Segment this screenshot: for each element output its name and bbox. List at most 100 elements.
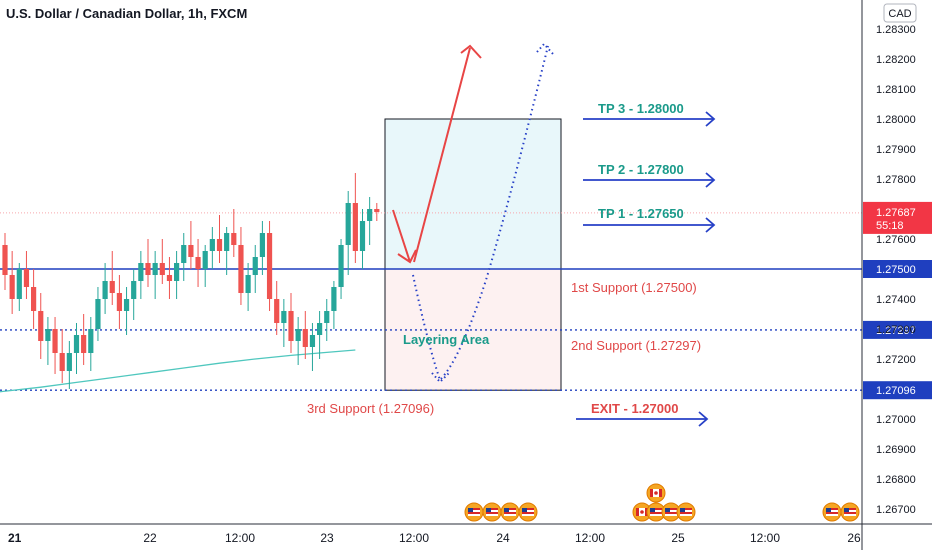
time-tick: 21 [8, 531, 22, 545]
level-price-label: 1.27297 [876, 325, 916, 337]
tp2-arrow-head [705, 172, 716, 188]
candle-body [88, 329, 94, 353]
support2-label: 2nd Support (1.27297) [571, 338, 701, 353]
candle-body [345, 203, 351, 245]
price-tick: 1.27900 [876, 144, 916, 156]
candle-body [352, 203, 358, 251]
rally-arrow-line [413, 47, 471, 263]
exit-label: EXIT - 1.27000 [591, 401, 678, 416]
current-price-tag [863, 201, 932, 234]
us-flag-icon[interactable] [661, 502, 681, 522]
candle-body [281, 311, 287, 323]
level-price-label: 1.27096 [876, 385, 916, 397]
candle-body [166, 275, 173, 281]
candle-body [188, 245, 194, 257]
candle-body [259, 233, 265, 257]
candle-body [152, 263, 158, 275]
us-flag-icon[interactable] [822, 502, 842, 522]
current-price-countdown: 55:18 [876, 220, 904, 232]
us-flag-icon[interactable] [464, 502, 484, 522]
candle-body [238, 245, 244, 293]
candle-body [209, 239, 215, 251]
moving-average-line [0, 349, 356, 393]
time-tick: 23 [320, 531, 334, 545]
dip-arrow-head [397, 249, 417, 264]
us-flag-icon[interactable] [646, 502, 666, 522]
candle-body [266, 233, 273, 299]
us-flag-icon[interactable] [676, 502, 696, 522]
candle-body [45, 329, 51, 341]
candle-body [38, 311, 44, 341]
dip-arrow-line [392, 209, 411, 263]
candle-body [331, 287, 337, 311]
price-tick: 1.27200 [876, 354, 916, 366]
level-price-tag [863, 381, 932, 400]
candle-body [288, 311, 294, 341]
time-tick: 12:00 [575, 531, 605, 545]
tp1-arrow-head [705, 217, 716, 233]
candle-body [274, 299, 280, 323]
candle-body [224, 233, 230, 251]
candle-body [9, 275, 15, 299]
support3-label: 3rd Support (1.27096) [307, 401, 434, 416]
time-tick: 22 [143, 531, 157, 545]
price-tick: 1.27400 [876, 294, 916, 306]
candle-body [174, 263, 180, 281]
candle-body [81, 335, 87, 353]
candle-body [202, 251, 208, 269]
candle-body [317, 323, 323, 335]
candle-body [131, 281, 137, 299]
candle-body [295, 329, 301, 341]
candle-body [95, 299, 101, 329]
candle-body [309, 335, 316, 347]
tp3-arrow-head [705, 111, 716, 127]
candle-body [159, 263, 165, 275]
level-price-label: 1.27500 [876, 264, 916, 276]
price-tick: 1.27300 [876, 324, 916, 336]
candle-body [23, 269, 30, 287]
price-tick: 1.27000 [876, 414, 916, 426]
price-tick: 1.27600 [876, 234, 916, 246]
candle-body [145, 263, 151, 275]
price-tick: 1.28100 [876, 84, 916, 96]
price-tick: 1.26700 [876, 504, 916, 516]
chart-title: U.S. Dollar / Canadian Dollar, 1h, FXCM [6, 6, 247, 21]
candle-body [109, 281, 115, 293]
time-tick: 24 [496, 531, 510, 545]
candle-body [73, 335, 80, 353]
candle-body [102, 281, 108, 299]
exit-arrow-head [698, 411, 709, 427]
candle-body [231, 233, 237, 245]
price-tick: 1.27800 [876, 174, 916, 186]
candle-body [138, 263, 144, 281]
candle-body [359, 221, 366, 251]
candle-body [216, 239, 223, 251]
us-flag-icon[interactable] [840, 502, 860, 522]
us-flag-icon[interactable] [482, 502, 502, 522]
time-tick: 25 [671, 531, 685, 545]
tp2-label: TP 2 - 1.27800 [598, 162, 684, 177]
price-tick: 1.28300 [876, 24, 916, 36]
level-price-tag [863, 260, 932, 278]
rally-arrow-head [460, 44, 482, 59]
candle-body [31, 287, 37, 311]
candle-body [2, 245, 8, 275]
candle-body [302, 329, 308, 347]
candle-body [338, 245, 344, 287]
candle-body [123, 299, 130, 311]
tp3-label: TP 3 - 1.28000 [598, 101, 684, 116]
candle-body [252, 257, 258, 275]
time-tick: 12:00 [399, 531, 429, 545]
level-price-tag [863, 320, 932, 339]
price-tick: 1.28000 [876, 114, 916, 126]
us-flag-icon[interactable] [518, 502, 538, 522]
currency-badge[interactable] [883, 3, 917, 23]
target-zone-box [384, 118, 562, 270]
current-price-value: 1.27687 [876, 207, 916, 219]
candle-body [367, 209, 373, 221]
ca-flag-icon[interactable] [646, 483, 666, 503]
candle-body [66, 353, 72, 371]
us-flag-icon[interactable] [500, 502, 520, 522]
time-tick: 26 [847, 531, 861, 545]
